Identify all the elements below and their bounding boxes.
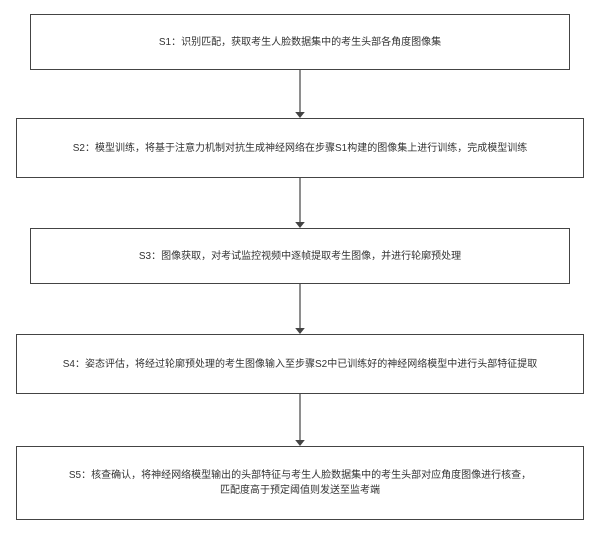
flowchart-canvas: S1：识别匹配，获取考生人脸数据集中的考生头部各角度图像集 S2：模型训练，将基于… xyxy=(0,0,600,548)
flow-node-s3: S3：图像获取，对考试监控视频中逐帧提取考生图像，并进行轮廓预处理 xyxy=(30,228,570,284)
flow-node-s5: S5：核查确认，将神经网络模型输出的头部特征与考生人脸数据集中的考生头部对应角度… xyxy=(16,446,584,520)
flow-node-text: S1：识别匹配，获取考生人脸数据集中的考生头部各角度图像集 xyxy=(159,35,441,50)
flow-node-text: S3：图像获取，对考试监控视频中逐帧提取考生图像，并进行轮廓预处理 xyxy=(139,249,461,264)
flow-node-text: S2：模型训练，将基于注意力机制对抗生成神经网络在步骤S1构建的图像集上进行训练… xyxy=(73,141,527,156)
flow-node-s4: S4：姿态评估，将经过轮廓预处理的考生图像输入至步骤S2中已训练好的神经网络模型… xyxy=(16,334,584,394)
flow-node-text: S4：姿态评估，将经过轮廓预处理的考生图像输入至步骤S2中已训练好的神经网络模型… xyxy=(63,357,537,372)
flow-node-text: S5：核查确认，将神经网络模型输出的头部特征与考生人脸数据集中的考生头部对应角度… xyxy=(69,468,531,483)
flow-node-s1: S1：识别匹配，获取考生人脸数据集中的考生头部各角度图像集 xyxy=(30,14,570,70)
flow-node-text: 匹配度高于预定阈值则发送至监考端 xyxy=(69,483,531,498)
flow-node-s2: S2：模型训练，将基于注意力机制对抗生成神经网络在步骤S1构建的图像集上进行训练… xyxy=(16,118,584,178)
